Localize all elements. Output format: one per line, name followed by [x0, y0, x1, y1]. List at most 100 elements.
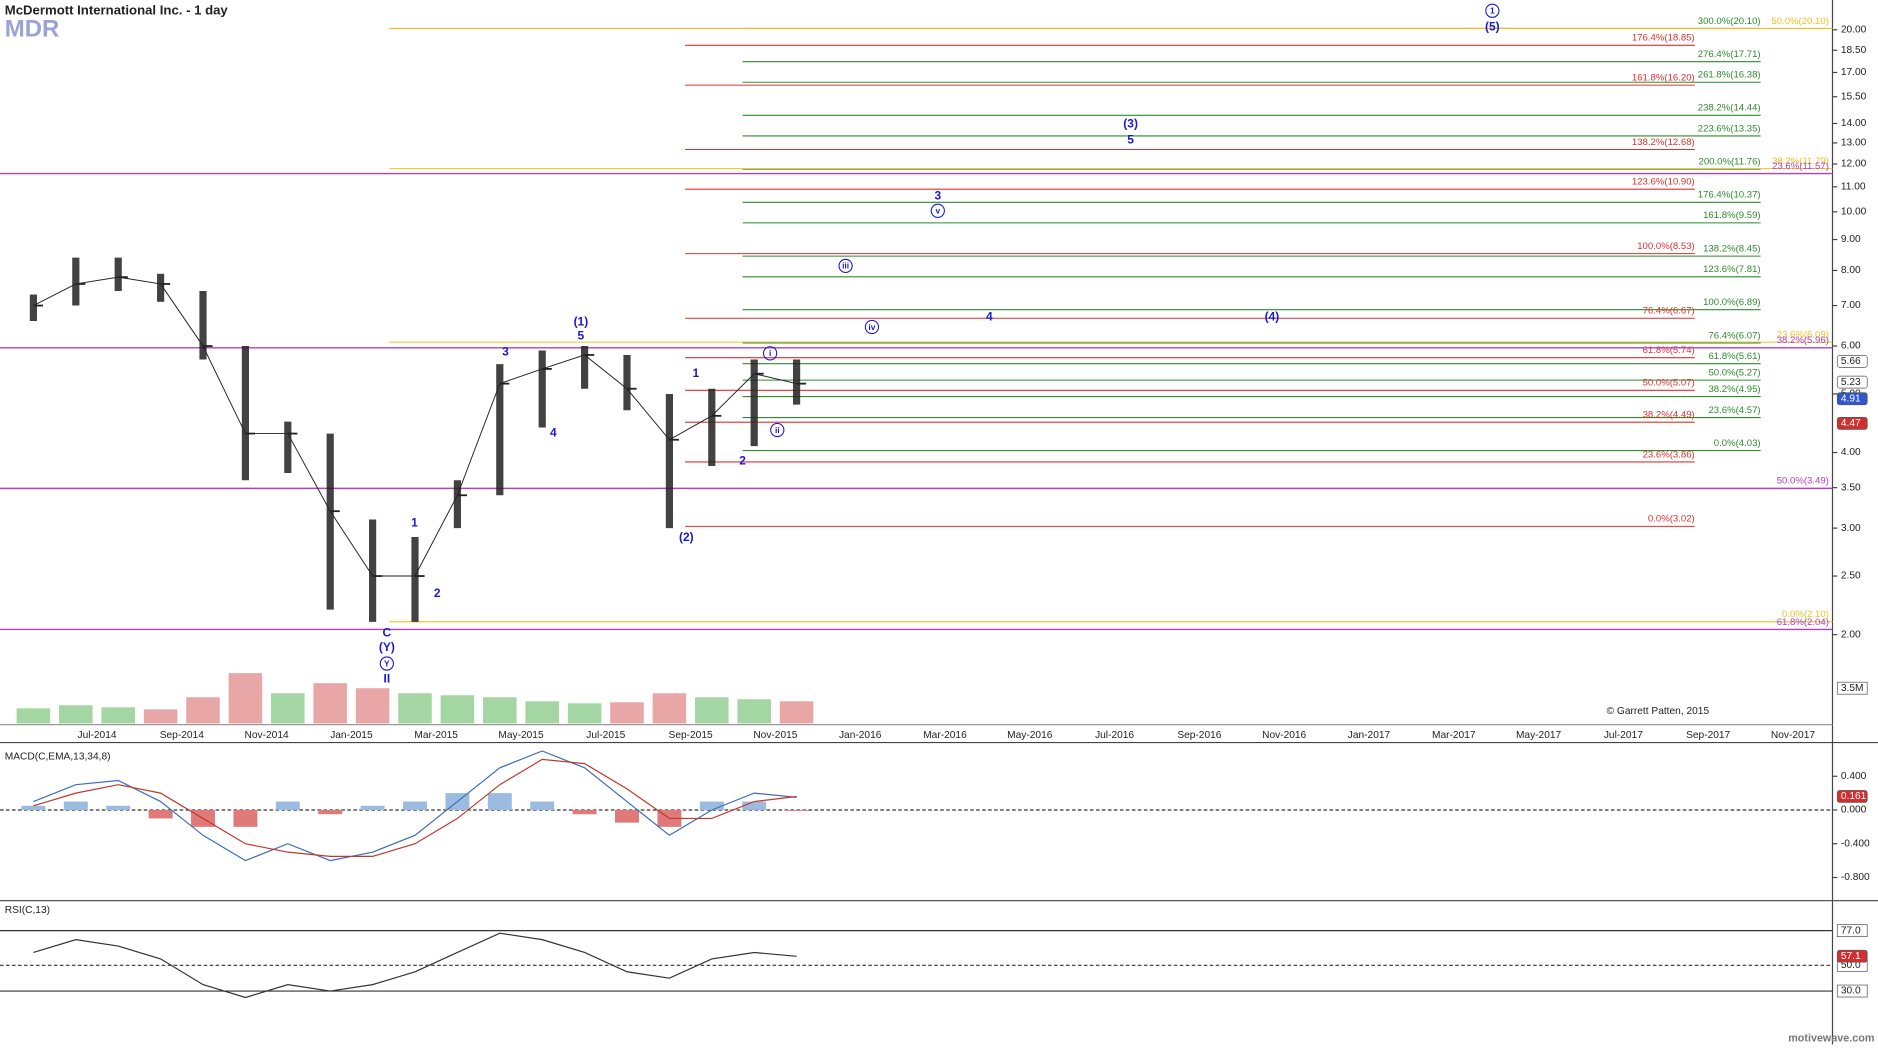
x-tick-label: Jan-2016: [839, 730, 882, 741]
volume-bar: [483, 697, 517, 724]
value-marker-label: 4.47: [1841, 418, 1861, 429]
value-marker: [1836, 949, 1868, 963]
circled-wave-label: ii: [775, 425, 780, 435]
macd-histogram-bar: [233, 809, 258, 827]
x-tick-label: Jul-2014: [77, 730, 116, 741]
wave-label: 2: [434, 586, 441, 600]
fib-label: 0.0%(4.03): [1714, 438, 1761, 449]
fib-label: 61.8%(5.61): [1708, 351, 1760, 362]
y-tick-label: 2.50: [1841, 571, 1861, 582]
wave-label: 3: [934, 189, 941, 203]
wave-label: C: [383, 626, 392, 640]
y-tick-label: 3.00: [1841, 523, 1861, 534]
y-tick-label: 8.00: [1841, 265, 1861, 276]
price-line: [33, 276, 797, 577]
volume-bar: [525, 701, 559, 724]
fib-label: 100.0%(8.53): [1637, 241, 1695, 252]
fib-label: 161.8%(9.59): [1703, 210, 1761, 221]
x-tick-label: Nov-2015: [753, 730, 797, 741]
fib-label: 123.6%(10.90): [1632, 177, 1695, 188]
volume-bar: [398, 693, 432, 724]
y-tick-label: 0.400: [1841, 771, 1867, 782]
fib-label: 38.2%(4.49): [1643, 410, 1695, 421]
fib-label: 61.8%(5.74): [1643, 345, 1695, 356]
macd-line: [33, 750, 797, 862]
volume-bar: [652, 693, 687, 724]
macd-title: MACD(C,EMA,13,34,8): [5, 752, 111, 763]
macd-histogram-bar: [530, 801, 555, 810]
fib-label: 138.2%(8.45): [1703, 243, 1761, 254]
fib-label: 138.2%(12.68): [1632, 137, 1695, 148]
volume-bar: [271, 693, 305, 724]
volume-bar: [143, 709, 178, 724]
volume-tick-label: 3.5M: [1841, 683, 1864, 694]
fib-label: 0.0%(2.10): [1782, 609, 1829, 620]
y-tick-label: 30.0: [1841, 986, 1861, 997]
macd-histogram-bar: [275, 801, 300, 810]
fib-label: 38.2%(11.79): [1772, 156, 1829, 167]
value-marker-label: 5.66: [1841, 356, 1861, 367]
wave-label: (1): [574, 314, 589, 328]
y-tick-label: -0.400: [1841, 838, 1870, 849]
volume-bar: [779, 701, 814, 724]
y-tick-label: 77.0: [1841, 925, 1861, 936]
macd-histogram-bar: [699, 801, 724, 810]
y-tick-label: 0.000: [1841, 805, 1867, 816]
macd-histogram-bar: [572, 809, 597, 815]
y-tick-label: 15.50: [1841, 91, 1867, 102]
volume-bar: [59, 705, 93, 724]
fib-label: 23.6%(4.57): [1708, 405, 1760, 416]
volume-bar: [228, 673, 263, 724]
wave-label: (Y): [379, 640, 395, 654]
wave-label: (4): [1265, 310, 1280, 324]
x-tick-label: Nov-2014: [245, 730, 289, 741]
value-marker: [1836, 417, 1868, 430]
x-tick-label: Sep-2016: [1177, 730, 1221, 741]
fib-label: 161.8%(16.20): [1632, 72, 1695, 83]
y-tick-label: 10.00: [1841, 207, 1867, 218]
x-tick-label: May-2017: [1516, 730, 1562, 741]
fib-label: 200.0%(11.76): [1699, 157, 1761, 168]
x-tick-label: Jan-2017: [1348, 730, 1391, 741]
value-marker-label: 5.23: [1841, 377, 1861, 388]
volume-bar: [695, 697, 729, 724]
macd-histogram-bar: [63, 801, 88, 810]
x-tick-label: Jul-2017: [1604, 730, 1643, 741]
fib-label: 176.4%(10.37): [1698, 190, 1761, 201]
fib-label: 76.4%(6.07): [1708, 330, 1760, 341]
wave-label: 1: [411, 516, 418, 530]
x-tick-label: Mar-2015: [414, 730, 458, 741]
wave-label: 4: [550, 426, 557, 440]
circled-wave-label: i: [769, 348, 771, 358]
macd-histogram-bar: [487, 793, 512, 810]
x-tick-label: May-2015: [498, 730, 544, 741]
wave-label: 5: [578, 329, 585, 343]
y-tick-label: 7.00: [1841, 300, 1861, 311]
fib-label: 23.6%(6.09): [1777, 329, 1829, 340]
volume-bar: [610, 702, 644, 724]
value-marker: [1836, 790, 1868, 803]
rsi-line: [33, 932, 797, 999]
circled-wave-label: 1: [1490, 6, 1495, 16]
fib-label: 50.0%(5.27): [1708, 367, 1760, 378]
y-tick-label: -0.800: [1841, 872, 1870, 883]
wave-label: (2): [679, 530, 694, 544]
wave-label: (5): [1485, 20, 1500, 34]
wave-circle: [864, 319, 880, 335]
x-tick-label: Nov-2017: [1771, 730, 1815, 741]
y-tick-label: 50.0: [1841, 960, 1861, 971]
wave-circle: [379, 656, 394, 671]
macd-histogram-bar: [21, 805, 46, 810]
volume-bar: [16, 708, 51, 724]
fib-label: 100.0%(6.89): [1703, 297, 1761, 308]
wave-circle: [762, 346, 778, 361]
y-tick-label: 17.00: [1841, 67, 1867, 78]
macd-histogram-bar: [403, 801, 427, 810]
macd-histogram-bar: [742, 801, 767, 810]
fib-label: 50.0%(5.07): [1643, 378, 1695, 389]
fib-label: 223.6%(13.35): [1698, 123, 1761, 134]
x-tick-label: Jul-2015: [586, 730, 625, 741]
volume-bar: [313, 683, 347, 724]
x-tick-label: May-2016: [1007, 730, 1053, 741]
